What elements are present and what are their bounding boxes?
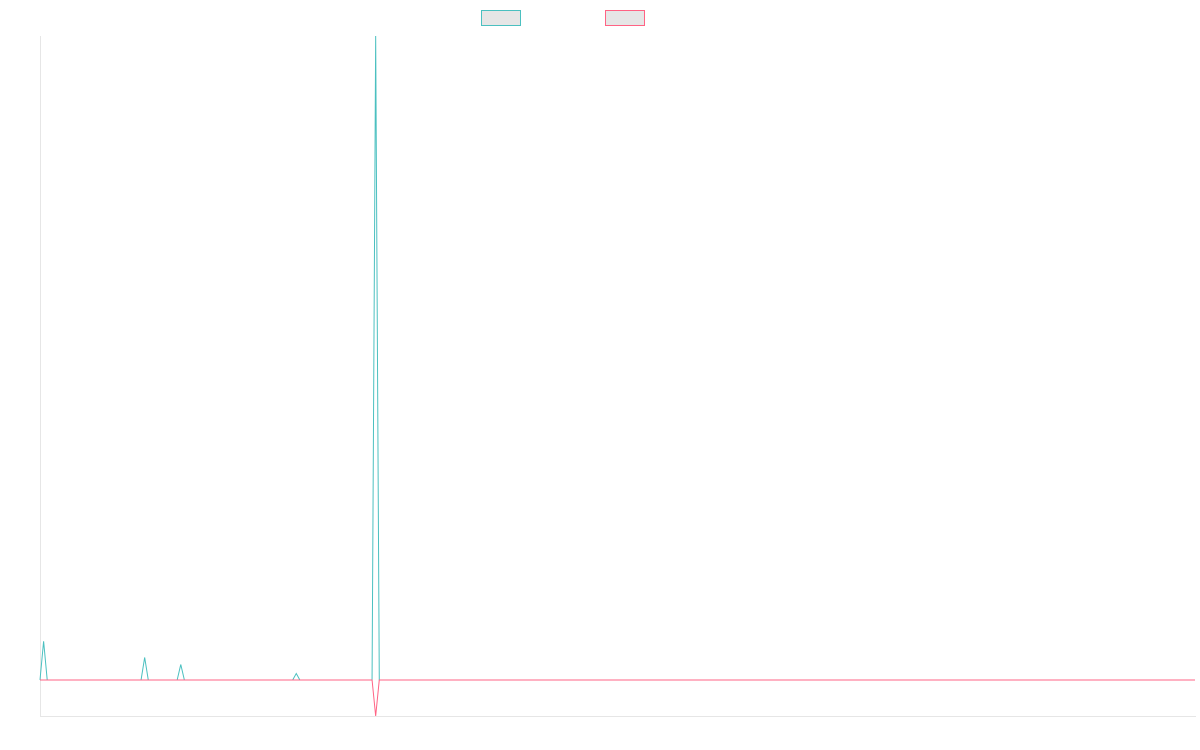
series-layer <box>39 35 1195 717</box>
legend-swatch-2 <box>605 10 645 26</box>
series-line-1 <box>39 35 1195 681</box>
legend <box>481 10 645 26</box>
axes <box>40 36 1196 717</box>
series-line-2 <box>40 679 1195 717</box>
legend-swatch-1 <box>481 10 521 26</box>
